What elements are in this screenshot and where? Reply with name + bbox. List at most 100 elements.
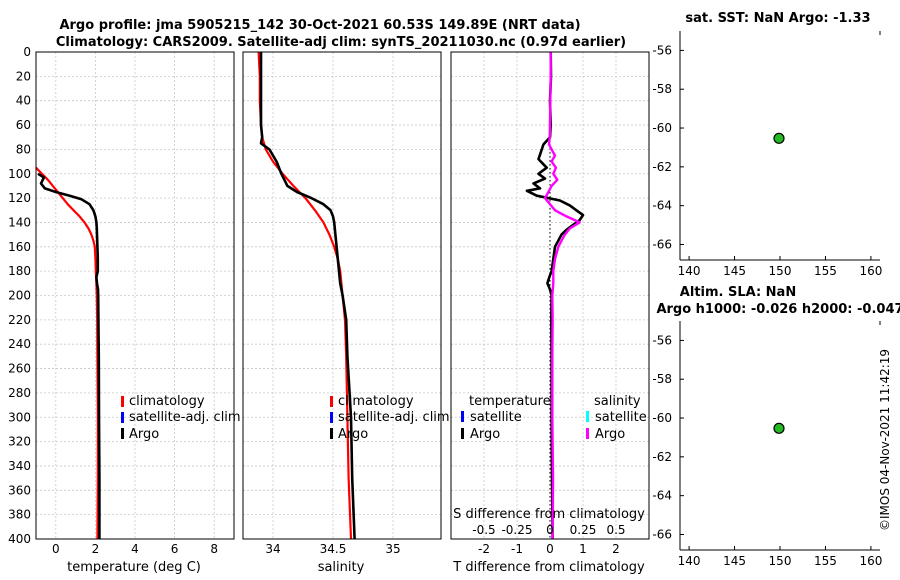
map-y-tick-label: -62	[652, 160, 672, 174]
x-tick-label: 6	[171, 542, 179, 556]
s-tick-label: 0.5	[606, 523, 625, 537]
legend-label: satellite-adj. clim	[129, 410, 241, 425]
legend-swatch-argo	[330, 428, 333, 439]
depth-tick-label: 400	[8, 532, 31, 546]
legend-swatch-climatology	[330, 396, 333, 407]
s-tick-label: -0.25	[501, 523, 532, 537]
map-x-tick-label: 150	[769, 554, 792, 568]
legend-label: Argo	[470, 427, 500, 442]
depth-tick-label: 40	[16, 94, 31, 108]
x-tick-label: 0	[546, 542, 554, 556]
legend-label: satellite-adj. clim	[338, 410, 450, 425]
depth-tick-label: 340	[8, 459, 31, 473]
map-y-tick-label: -58	[652, 82, 672, 96]
map-x-tick-label: 145	[723, 264, 746, 278]
legend-swatch-t-argo	[461, 428, 464, 439]
s-tick-label: 0.25	[570, 523, 597, 537]
t-difference-axis-label: T difference from climatology	[452, 560, 645, 575]
salinity-axis-label: salinity	[318, 560, 365, 575]
map-x-tick-label: 150	[769, 264, 792, 278]
figure-title-line-2: Climatology: CARS2009. Satellite-adj cli…	[56, 35, 626, 50]
x-tick-label: 34	[265, 542, 280, 556]
legend-label: Argo	[338, 427, 368, 442]
difference-legend: temperature salinity satellite Argo sate…	[461, 394, 647, 442]
x-tick-label: -1	[511, 542, 523, 556]
copyright-stamp: ©IMOS 04-Nov-2021 11:42:19	[878, 349, 892, 531]
map-y-tick-label: -58	[652, 372, 672, 386]
legend-swatch-satellite-adj	[330, 412, 333, 423]
depth-tick-label: 200	[8, 289, 31, 303]
map-y-tick-label: -60	[652, 121, 672, 135]
legend-label: Argo	[595, 427, 625, 442]
depth-tick-label: 260	[8, 362, 31, 376]
legend-label: satellite	[595, 410, 647, 425]
x-tick-label: 2	[92, 542, 100, 556]
sla-map: -56 -58 -60 -62 -64 -66 140 145 150 155 160	[652, 321, 882, 568]
s-tick-label: 0	[546, 523, 554, 537]
map-x-tick-label: 155	[814, 554, 837, 568]
argo-position-marker	[773, 132, 785, 144]
temperature-axis-label: temperature (deg C)	[67, 560, 201, 575]
x-tick-label: 2	[612, 542, 620, 556]
map-x-tick-label: 160	[859, 264, 882, 278]
sla-map-title-line-1: Altim. SLA: NaN	[680, 285, 796, 300]
depth-tick-label: 120	[8, 191, 31, 205]
map-x-tick-label: 160	[859, 554, 882, 568]
depth-tick-label: 0	[23, 45, 31, 59]
sst-map: -56 -58 -60 -62 -64 -66 140 145 150 155 160	[652, 31, 882, 278]
argo-position-marker	[773, 422, 785, 434]
legend-label: Argo	[129, 427, 159, 442]
plot-frame	[242, 51, 442, 540]
depth-tick-label: 160	[8, 240, 31, 254]
s-difference-axis-label: S difference from climatology	[453, 507, 645, 522]
temperature-panel: 0 2 4 6 8	[35, 51, 235, 556]
x-tick-label: 34.5	[320, 542, 347, 556]
series-line-t-argo	[525, 52, 585, 539]
depth-axis: 0 20 40 60 80 100 120 140 160 180 200 220 240 260 280 3…	[8, 45, 31, 546]
legend-label: climatology	[338, 394, 414, 409]
depth-tick-label: 140	[8, 215, 31, 229]
salinity-panel: 34 34.5 35	[242, 51, 442, 556]
x-tick-label: 35	[385, 542, 400, 556]
salinity-legend: climatology satellite-adj. clim Argo	[330, 394, 450, 442]
legend-swatch-climatology	[121, 396, 124, 407]
map-y-tick-label: -66	[652, 527, 672, 541]
legend-label: satellite	[470, 410, 522, 425]
legend-header-temperature: temperature	[469, 394, 551, 409]
legend-swatch-argo	[121, 428, 124, 439]
depth-tick-label: 380	[8, 508, 31, 522]
plot-frame	[450, 51, 650, 540]
depth-tick-label: 220	[8, 313, 31, 327]
map-x-tick-label: 155	[814, 264, 837, 278]
legend-swatch-s-argo	[586, 428, 589, 439]
legend-header-salinity: salinity	[594, 394, 641, 409]
depth-tick-label: 20	[16, 69, 31, 83]
depth-tick-label: 180	[8, 264, 31, 278]
x-tick-label: 0	[52, 542, 60, 556]
legend-swatch-satellite-adj	[121, 412, 124, 423]
map-y-tick-label: -56	[652, 333, 672, 347]
map-x-tick-label: 145	[723, 554, 746, 568]
difference-panel: -2 -1 0 1 2 -0.5 -0.25 0 0.25 0.5	[450, 51, 650, 556]
series-line-s-argo	[543, 52, 581, 539]
map-y-tick-label: -64	[652, 489, 672, 503]
figure-title-line-1: Argo profile: jma 5905215_142 30-Oct-202…	[59, 18, 580, 33]
legend-swatch-s-satellite	[586, 411, 589, 422]
depth-tick-label: 240	[8, 337, 31, 351]
map-y-tick-label: -64	[652, 199, 672, 213]
map-y-tick-label: -60	[652, 411, 672, 425]
depth-tick-label: 80	[16, 142, 31, 156]
series-line-argo	[37, 172, 101, 539]
x-tick-label: -2	[478, 542, 490, 556]
s-tick-label: -0.5	[472, 523, 495, 537]
x-tick-label: 8	[210, 542, 218, 556]
series-line-climatology	[36, 166, 99, 539]
map-y-tick-label: -56	[652, 43, 672, 57]
map-y-tick-label: -66	[652, 237, 672, 251]
sst-map-title: sat. SST: NaN Argo: -1.33	[685, 11, 870, 26]
sla-map-title-line-2: Argo h1000: -0.026 h2000: -0.047	[656, 302, 900, 317]
depth-tick-label: 320	[8, 435, 31, 449]
depth-tick-label: 60	[16, 118, 31, 132]
depth-tick-label: 300	[8, 410, 31, 424]
x-tick-label: 4	[131, 542, 139, 556]
